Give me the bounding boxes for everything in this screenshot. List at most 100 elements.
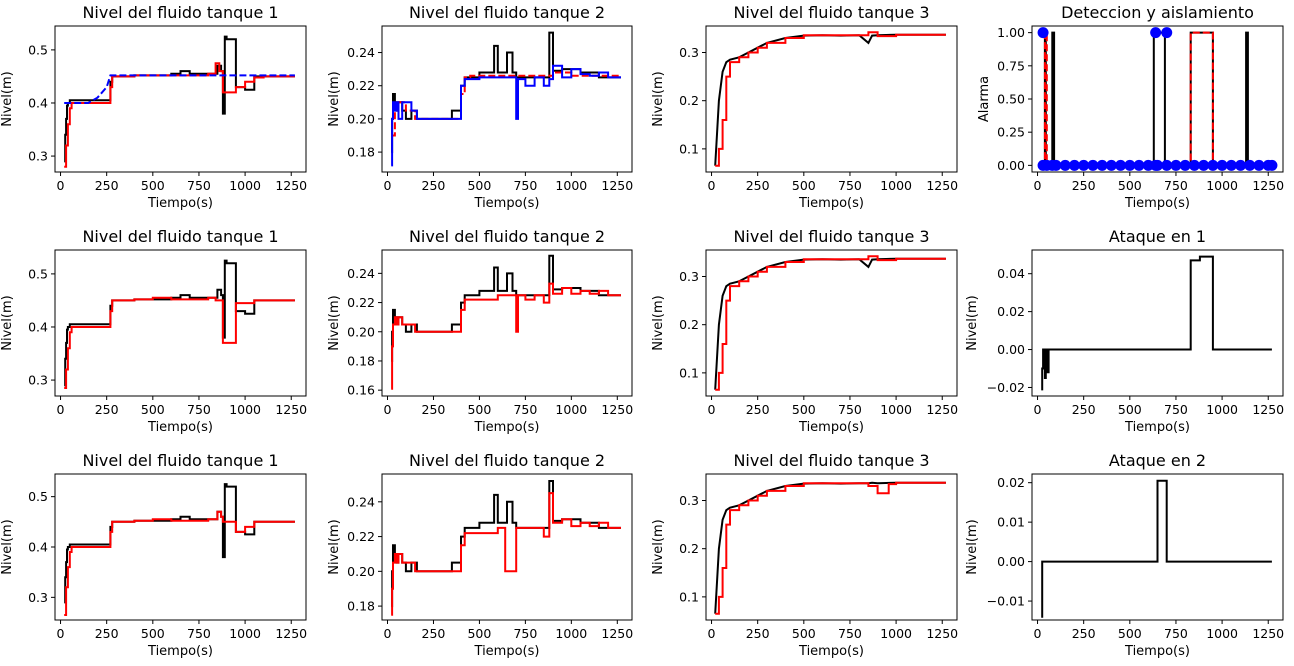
y-tick-label: 0.22	[347, 529, 375, 544]
y-tick-label: 0.4	[28, 95, 48, 110]
plot-area	[64, 35, 295, 168]
x-axis-label: Tiempo(s)	[1124, 196, 1190, 211]
x-tick-label: 250	[95, 626, 119, 641]
series-line-3	[391, 64, 621, 167]
series-line-1	[714, 481, 946, 614]
x-tick-label: 1000	[1206, 402, 1238, 417]
x-tick-label: 1250	[926, 626, 958, 641]
series-line-1	[1041, 31, 1272, 167]
axes-frame	[705, 25, 958, 173]
plot-area	[1041, 255, 1272, 391]
y-tick-label: 0.25	[997, 125, 1025, 140]
x-tick-label: 250	[422, 402, 446, 417]
x-axis-label: Tiempo(s)	[798, 644, 864, 659]
x-tick-label: 1000	[880, 626, 912, 641]
y-tick-label: 0.22	[347, 295, 375, 310]
plot-area	[64, 483, 295, 616]
series-line-2	[715, 31, 946, 167]
y-tick-label: 0.20	[347, 564, 375, 579]
y-tick-label: 0.3	[28, 590, 48, 605]
series-marker	[1105, 159, 1117, 171]
y-tick-label: 0.3	[679, 269, 699, 284]
series-marker	[1170, 159, 1182, 171]
y-tick-label: 0.3	[28, 149, 48, 164]
x-axis-label: Tiempo(s)	[798, 196, 864, 211]
x-tick-label: 0	[384, 402, 392, 417]
x-tick-label: 1250	[275, 402, 307, 417]
y-axis-label: Nivel(m)	[965, 519, 980, 574]
series-marker	[1087, 159, 1099, 171]
axes-frame	[381, 473, 633, 621]
plot-area	[1041, 479, 1272, 618]
series-line-1	[391, 31, 621, 154]
y-tick-label: 0.00	[997, 554, 1025, 569]
y-axis-label: Alarma	[977, 76, 992, 122]
x-tick-label: 250	[746, 178, 770, 193]
series-marker	[1188, 159, 1200, 171]
y-axis-label: Nivel(m)	[0, 519, 15, 574]
y-tick-label: 0.20	[347, 111, 375, 126]
subplot-title: Nivel del fluido tanque 1	[82, 3, 278, 22]
series-marker	[1161, 159, 1173, 171]
y-axis-label: Nivel(m)	[0, 295, 15, 350]
y-tick-label: 0.00	[997, 342, 1025, 357]
subplot-2: Nivel del fluido tanque 2 0 250 500 750 1000 1…	[327, 3, 633, 211]
subplot-title: Nivel del fluido tanque 2	[409, 3, 605, 22]
subplot-9: Nivel del fluido tanque 1 0 250 500 750 1000 1…	[0, 451, 307, 659]
series-marker	[1244, 159, 1256, 171]
x-tick-label: 0	[1034, 178, 1042, 193]
x-tick-label: 500	[792, 626, 816, 641]
series-marker	[1096, 159, 1108, 171]
y-tick-label: 0.1	[679, 141, 699, 156]
y-tick-label: 0.5	[28, 42, 48, 57]
y-tick-label: −0.01	[987, 594, 1025, 609]
series-line-2	[391, 282, 621, 390]
x-tick-label: 500	[141, 402, 165, 417]
x-tick-label: 0	[708, 402, 716, 417]
x-tick-label: 1250	[601, 402, 633, 417]
series-marker	[1216, 159, 1228, 171]
x-tick-label: 250	[422, 178, 446, 193]
x-tick-label: 500	[792, 178, 816, 193]
subplot-title: Nivel del fluido tanque 1	[82, 227, 278, 246]
subplot-6: Nivel del fluido tanque 2 0 250 500 750 1000 1…	[327, 227, 633, 435]
x-tick-label: 750	[513, 626, 537, 641]
x-tick-label: 500	[141, 178, 165, 193]
x-tick-label: 250	[1072, 402, 1096, 417]
axes-frame	[1031, 25, 1284, 173]
y-axis-label: Nivel(m)	[651, 519, 666, 574]
subplot-title: Nivel del fluido tanque 2	[409, 227, 605, 246]
y-axis-label: Nivel(m)	[327, 519, 342, 574]
y-tick-label: 0.01	[997, 515, 1025, 530]
x-tick-label: 1250	[275, 178, 307, 193]
series-line-3	[64, 74, 295, 104]
x-tick-label: 0	[57, 402, 65, 417]
y-tick-label: 0.24	[347, 494, 375, 509]
y-axis-label: Nivel(m)	[651, 295, 666, 350]
y-tick-label: 0.4	[28, 319, 48, 334]
y-tick-label: 0.5	[28, 266, 48, 281]
subplot-title: Deteccion y aislamiento	[1061, 3, 1254, 22]
x-tick-label: 0	[708, 178, 716, 193]
series-marker	[1037, 27, 1049, 39]
x-tick-label: 250	[422, 626, 446, 641]
y-tick-label: 1.00	[997, 25, 1025, 40]
axes-frame	[54, 249, 307, 397]
series-marker	[1059, 159, 1071, 171]
y-axis-label: Nivel(m)	[0, 71, 15, 126]
plot-area	[391, 254, 621, 390]
series-marker	[1207, 159, 1219, 171]
y-tick-label: 0.04	[997, 266, 1025, 281]
x-tick-label: 250	[1072, 626, 1096, 641]
plot-area	[64, 259, 295, 389]
x-tick-label: 0	[708, 626, 716, 641]
x-tick-label: 1000	[229, 402, 261, 417]
series-marker	[1179, 159, 1191, 171]
x-tick-label: 500	[141, 626, 165, 641]
y-tick-label: 0.22	[347, 78, 375, 93]
x-axis-label: Tiempo(s)	[1124, 644, 1190, 659]
series-marker	[1266, 159, 1278, 171]
series-line-1	[714, 257, 946, 390]
x-axis-label: Tiempo(s)	[798, 420, 864, 435]
y-tick-label: 0.4	[28, 540, 48, 555]
